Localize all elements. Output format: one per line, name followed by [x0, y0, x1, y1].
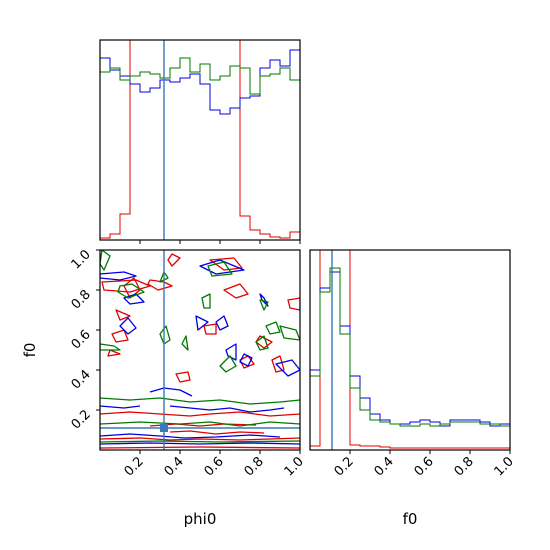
contour-red-9	[111, 329, 129, 343]
contour-green-47	[279, 325, 300, 341]
contour-green-50	[100, 440, 300, 443]
contour-green-45	[255, 335, 269, 351]
contour-blue-21	[123, 293, 145, 305]
phi0-hist-red-step	[100, 40, 300, 239]
contour-green-46	[100, 343, 121, 351]
phi0-hist-blue-step	[100, 49, 300, 115]
contour-blue-25	[215, 315, 229, 331]
contour-green-38	[207, 261, 233, 277]
contour-blue-27	[259, 293, 269, 307]
f0-axis-tick-label-2: 0.6	[412, 454, 437, 479]
contour-red-8	[255, 335, 273, 349]
phi0-axis-tick-label-1: 0.4	[162, 454, 187, 479]
contour-green-35	[100, 250, 111, 271]
contour-green-41	[159, 325, 171, 345]
f0-marginal-panel: 0.2 0.4 0.6 0.8 1.0	[309, 249, 517, 479]
joint-panel-frame	[99, 249, 301, 451]
contour-green-43	[265, 321, 281, 335]
contour-red-7	[203, 323, 217, 335]
f0-vertical-axis-tick-label-1: 0.4	[69, 367, 94, 392]
contour-red-13	[287, 297, 300, 311]
contour-blue-30	[100, 405, 141, 409]
contour-red-15	[100, 411, 300, 417]
phi0-marginal-panel	[99, 39, 301, 244]
contour-red-12	[175, 371, 191, 383]
f0-hist-red-step	[310, 250, 510, 449]
f0-axis-tick-label-1: 0.4	[372, 454, 397, 479]
f0-vertical-axis-tick-label-0: 0.2	[69, 407, 94, 432]
contour-blue-20	[100, 271, 137, 281]
contour-green-44	[219, 355, 237, 373]
contour-blue-31	[149, 387, 193, 397]
contour-red-5	[223, 283, 249, 299]
f0-hist-green-step	[310, 267, 510, 427]
joint-phi0-f0-panel: 0.2 0.4 0.6 0.8 1.0 0.2 0.4 0.6 0.8 1.0	[69, 247, 307, 479]
phi0-axis-tick-label-0: 0.2	[122, 454, 147, 479]
contour-blue-24	[195, 315, 209, 331]
contour-red-3	[167, 253, 181, 267]
f0-vertical-axis-tick-label-4: 1.0	[69, 247, 94, 272]
f0-vertical-axis-tick-label-2: 0.6	[69, 327, 94, 352]
contour-green-49	[100, 421, 300, 427]
joint-truth-point	[160, 424, 168, 432]
contour-blue-26	[225, 343, 237, 361]
joint-truth-marker	[100, 250, 300, 450]
f0-histogram-series	[310, 250, 510, 449]
contour-red-11	[271, 355, 285, 373]
contour-red-4	[209, 257, 243, 271]
f0-axis-tick-label-0: 0.2	[332, 454, 357, 479]
f0-marginal-frame	[309, 249, 511, 451]
contour-green-39	[201, 293, 211, 309]
contour-blue-32	[169, 405, 285, 413]
contour-red-14	[107, 349, 121, 357]
phi0-axis-tick-label-4: 1.0	[282, 454, 307, 479]
phi0-axis-tick-label-3: 0.8	[242, 454, 267, 479]
phi0-histogram-series	[100, 40, 300, 239]
contour-blue-34	[100, 433, 281, 439]
contour-red-16	[100, 437, 300, 441]
contour-blue-22	[119, 317, 137, 335]
contour-red-18	[169, 430, 265, 435]
f0-vertical-axis-tick-label-3: 0.8	[69, 287, 94, 312]
f0-vertical-axis-label: f0	[21, 343, 39, 358]
phi0-marginal-ticks	[139, 240, 301, 244]
contour-red-19	[100, 446, 300, 449]
contour-red-6	[115, 309, 131, 321]
f0-axis-label: f0	[403, 510, 418, 528]
phi0-axis-tick-label-2: 0.6	[202, 454, 227, 479]
contour-green-48	[100, 397, 300, 405]
contour-red-10	[239, 355, 255, 369]
contour-green-42	[181, 335, 189, 351]
phi0-hist-green-step	[100, 57, 300, 95]
f0-axis-tick-label-4: 1.0	[492, 454, 517, 479]
contour-blue-28	[239, 353, 253, 367]
contour-blue-33	[100, 442, 300, 445]
phi0-marginal-frame	[99, 39, 301, 241]
contour-blue-29	[275, 359, 300, 377]
f0-marginal-ticks: 0.2 0.4 0.6 0.8 1.0	[332, 450, 517, 479]
joint-contour-lines	[100, 250, 300, 449]
phi0-axis-label: phi0	[184, 510, 217, 528]
f0-axis-tick-label-3: 0.8	[452, 454, 477, 479]
contour-green-36	[117, 283, 145, 299]
contour-green-40	[259, 299, 269, 311]
